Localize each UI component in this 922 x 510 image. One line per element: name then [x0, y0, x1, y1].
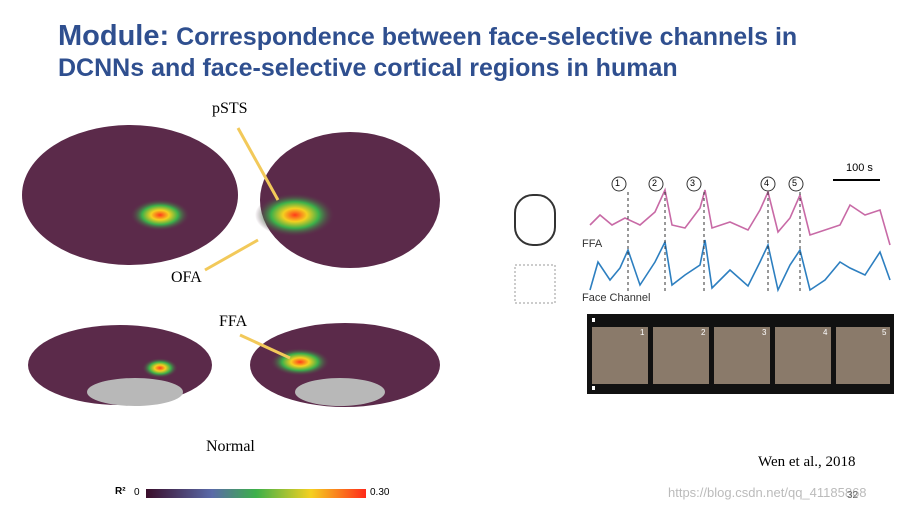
title-text: Correspondence between face-selective ch… [176, 23, 798, 51]
page-number: 32 [847, 490, 859, 501]
label: FFA [219, 313, 248, 330]
citation: Wen et al., 2018 [758, 454, 856, 470]
marker: 3 [690, 178, 696, 188]
colorbar-label: R² [115, 486, 126, 497]
title-line: Module: Correspondence between face-sele… [58, 20, 797, 53]
marker: 1 [615, 178, 621, 188]
trace-label: Face Channel [582, 292, 651, 304]
marker: 2 [652, 178, 658, 188]
title-prefix: Module: [58, 20, 170, 52]
label: pSTS [212, 100, 248, 117]
frame-number: 5 [882, 328, 887, 337]
colorbar-max: 0.30 [370, 487, 390, 498]
brains [22, 125, 440, 498]
marker: 4 [764, 178, 770, 188]
condition: Normal [206, 438, 255, 455]
label: OFA [171, 269, 202, 286]
frame-number: 1 [640, 328, 645, 337]
scale-label: 100 s [846, 162, 873, 174]
frame-number: 3 [762, 328, 767, 337]
colorbar-min: 0 [134, 487, 140, 498]
watermark: https://blog.csdn.net/qq_41185868 [668, 485, 867, 500]
trace-panel [514, 176, 894, 394]
title-text: DCNNs and face-selective cortical region… [58, 54, 678, 82]
frame-number: 2 [701, 328, 706, 337]
marker: 5 [792, 178, 798, 188]
trace-label: FFA [582, 238, 603, 250]
frame-number: 4 [823, 328, 828, 337]
